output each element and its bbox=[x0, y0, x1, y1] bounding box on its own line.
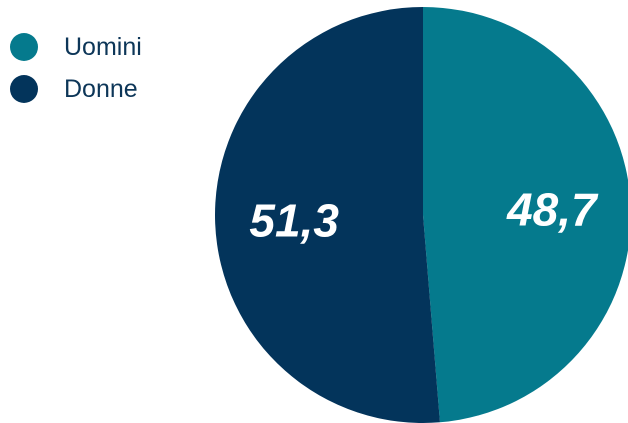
legend-swatch-uomini bbox=[10, 33, 38, 61]
legend-item-donne: Donne bbox=[10, 72, 142, 106]
legend-item-uomini: Uomini bbox=[10, 30, 142, 64]
data-label-uomini: 48,7 bbox=[506, 184, 599, 236]
legend-swatch-donne bbox=[10, 75, 38, 103]
pie-slice-donne bbox=[215, 7, 440, 423]
data-label-donne: 51,3 bbox=[249, 194, 339, 246]
legend-label-uomini: Uomini bbox=[64, 32, 142, 61]
legend-label-donne: Donne bbox=[64, 74, 138, 103]
pie-slices bbox=[215, 7, 628, 423]
chart-legend: Uomini Donne bbox=[10, 30, 142, 114]
pie-slice-uomini bbox=[423, 7, 628, 423]
pie-labels: 48,7 51,3 bbox=[249, 184, 599, 247]
